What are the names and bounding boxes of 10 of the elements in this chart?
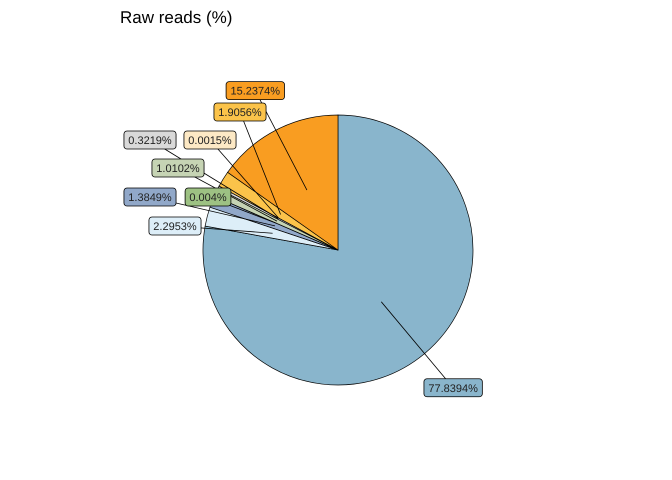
data-label: 1.0102% xyxy=(156,163,200,175)
data-label: 0.3219% xyxy=(128,135,172,147)
data-label: 1.3849% xyxy=(128,192,172,204)
data-label: 0.0015% xyxy=(188,135,232,147)
data-label: 2.2953% xyxy=(153,221,197,233)
data-label: 77.8394% xyxy=(428,382,478,395)
data-label: 1.9056% xyxy=(218,107,262,119)
chart-title: Raw reads (%) xyxy=(120,8,232,27)
data-label: 15.2374% xyxy=(230,86,280,98)
data-label: 0.004% xyxy=(189,192,227,204)
